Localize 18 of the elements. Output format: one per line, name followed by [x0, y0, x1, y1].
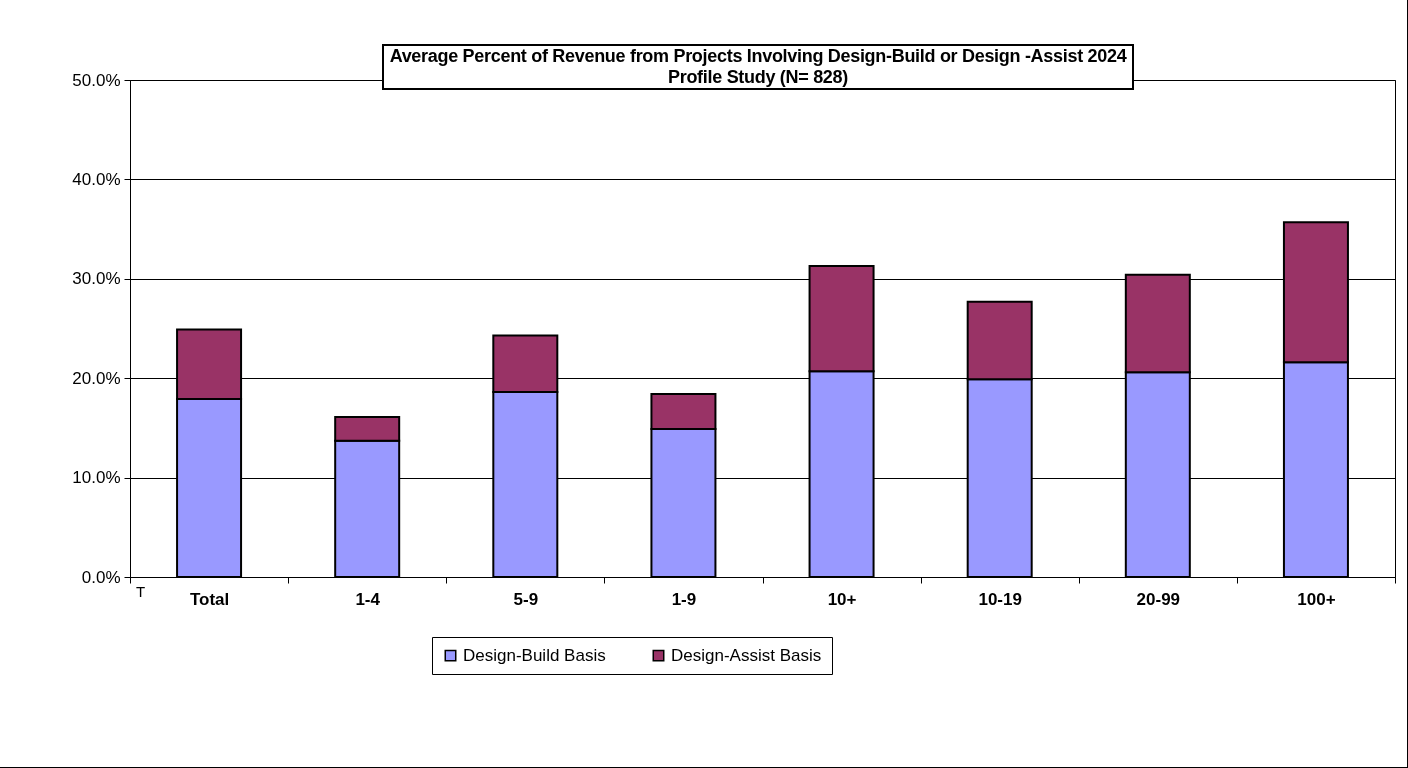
- y-tick-label: 0.0%: [81, 567, 121, 587]
- x-tick-label: Total: [189, 589, 230, 609]
- y-tick-label: 10.0%: [72, 468, 121, 488]
- chart-title: Average Percent of Revenue from Projects Involving Design-Build or Design -Assist 2024 Profile Study (N= 828): [382, 44, 1134, 90]
- y-tick-label: 40.0%: [72, 169, 121, 189]
- x-tick-label: 1-4: [355, 589, 381, 609]
- x-tick-label: 100+: [1297, 589, 1336, 609]
- x-tick-label: 10-19: [978, 589, 1022, 609]
- x-tick-label: 20-99: [1136, 589, 1181, 609]
- x-tick-label: 10+: [827, 589, 857, 609]
- x-tick-label: 1-9: [671, 589, 697, 609]
- y-tick-label: 20.0%: [72, 368, 121, 388]
- legend-label: Design-Build Basis: [463, 645, 606, 665]
- text: T: [136, 583, 146, 600]
- x-tick-label: 5-9: [513, 589, 539, 609]
- y-tick-label: 50.0%: [72, 70, 121, 90]
- legend-label: Design-Assist Basis: [671, 645, 822, 665]
- y-tick-label: 30.0%: [72, 269, 121, 289]
